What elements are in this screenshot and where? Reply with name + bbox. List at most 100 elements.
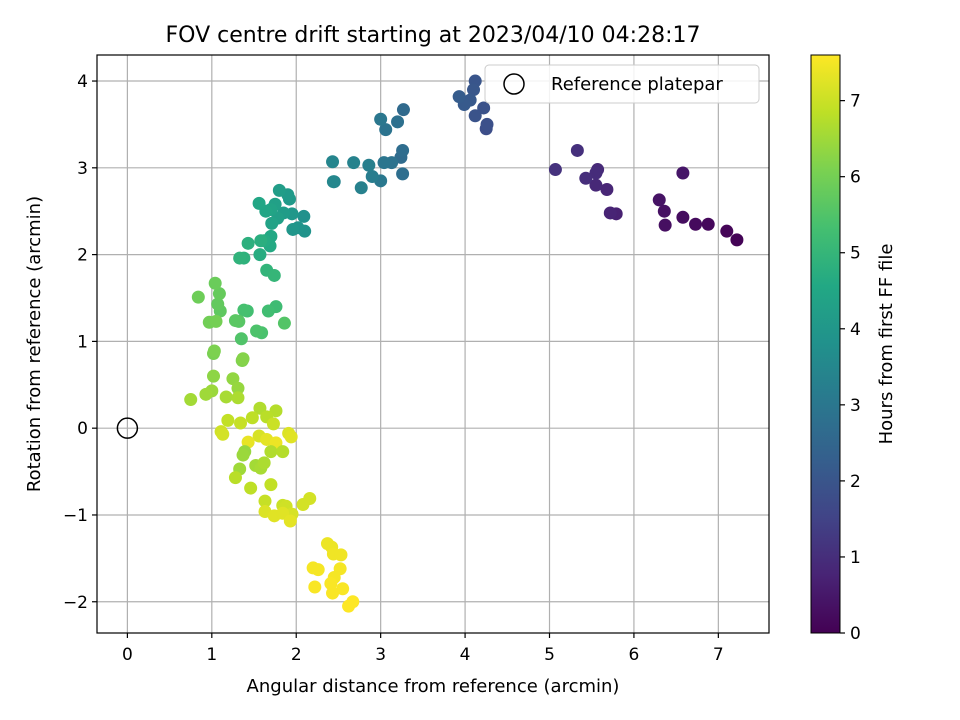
scatter-point	[589, 178, 603, 192]
scatter-point	[297, 209, 311, 223]
scatter-point	[277, 316, 291, 330]
colorbar-tick-label: 1	[850, 548, 861, 568]
scatter-point	[396, 167, 410, 181]
y-axis-ticks: −2 −1 0 1 2 3 4	[63, 72, 97, 613]
scatter-point	[236, 448, 250, 462]
scatter-point	[234, 416, 248, 430]
y-tick-label: −1	[63, 506, 88, 526]
scatter-point	[311, 563, 325, 577]
y-axis-label: Rotation from reference (arcmin)	[24, 196, 45, 492]
scatter-point	[284, 430, 298, 444]
scatter-point	[689, 217, 703, 231]
scatter-point	[477, 101, 491, 115]
scatter-point	[226, 372, 240, 386]
scatter-point	[589, 166, 603, 180]
scatter-point	[603, 206, 617, 220]
scatter-point	[283, 514, 297, 528]
scatter-point	[347, 156, 361, 170]
scatter-point	[241, 236, 255, 250]
scatter-point	[269, 404, 283, 418]
reference-platepar-marker	[116, 417, 139, 439]
scatter-point	[579, 171, 593, 185]
scatter-point	[600, 183, 614, 197]
x-axis-ticks: 0 1 2 3 4 5 6 7	[122, 633, 724, 665]
reference-layer	[116, 417, 139, 439]
scatter-point	[336, 582, 350, 596]
scatter-point	[354, 181, 368, 195]
scatter-point	[191, 290, 205, 304]
scatter-point	[258, 494, 272, 508]
x-tick-label: 1	[206, 645, 217, 665]
scatter-point	[244, 481, 258, 495]
scatter-point	[234, 332, 248, 346]
scatter-point	[265, 216, 279, 230]
y-tick-label: 4	[77, 72, 88, 92]
colorbar-tick-label: 0	[850, 624, 861, 644]
scatter-point	[184, 393, 198, 407]
scatter-point	[261, 304, 275, 318]
scatter-point	[208, 276, 222, 290]
scatter-point	[250, 324, 264, 338]
scatter-point	[326, 586, 340, 600]
scatter-point	[326, 155, 340, 169]
scatter-point	[207, 344, 221, 358]
x-tick-label: 4	[460, 645, 471, 665]
scatter-point	[272, 183, 286, 197]
data-points	[184, 74, 744, 613]
y-tick-label: 3	[77, 159, 88, 179]
scatter-point	[245, 411, 259, 425]
colorbar-tick-label: 2	[850, 472, 861, 492]
scatter-point	[199, 387, 213, 401]
scatter-point	[396, 143, 410, 157]
legend-marker-reference	[503, 73, 525, 95]
y-tick-label: 2	[77, 246, 88, 266]
scatter-point	[377, 156, 391, 170]
scatter-point	[346, 595, 360, 609]
colorbar: 0 1 2 3 4 5 6 7 Hours from first FF file	[810, 54, 897, 644]
scatter-point	[657, 204, 671, 218]
colorbar-tick-label: 6	[850, 168, 861, 188]
scatter-point	[365, 170, 379, 184]
x-tick-label: 7	[713, 645, 724, 665]
colorbar-ticks: 0 1 2 3 4 5 6 7	[840, 92, 861, 644]
scatter-point	[231, 381, 245, 395]
y-tick-label: 1	[77, 332, 88, 352]
colorbar-gradient	[810, 54, 841, 634]
x-tick-label: 0	[122, 645, 133, 665]
scatter-point	[212, 287, 226, 301]
legend: Reference platepar	[484, 64, 760, 104]
scatter-point	[676, 166, 690, 180]
scatter-point	[720, 224, 734, 238]
scatter-point	[267, 268, 281, 282]
scatter-point	[233, 251, 247, 265]
scatter-point	[207, 369, 221, 383]
scatter-point	[326, 175, 340, 189]
scatter-point	[452, 90, 466, 104]
scatter-point	[676, 210, 690, 224]
colorbar-tick-label: 7	[850, 92, 861, 112]
scatter-point	[701, 217, 715, 231]
scatter-point	[219, 390, 233, 404]
x-axis-label: Angular distance from reference (arcmin)	[247, 676, 620, 697]
scatter-point	[286, 222, 300, 236]
scatter-point	[379, 123, 393, 137]
scatter-point	[209, 314, 223, 328]
colorbar-tick-label: 5	[850, 244, 861, 264]
scatter-point	[730, 233, 744, 247]
scatter-point	[276, 445, 290, 459]
y-tick-label: −2	[63, 593, 88, 613]
scatter-point	[221, 413, 235, 427]
scatter-point	[252, 196, 266, 210]
scatter-point	[296, 498, 310, 512]
scatter-point	[216, 427, 230, 441]
scatter-point	[467, 83, 481, 97]
y-tick-label: 0	[77, 419, 88, 439]
colorbar-tick-label: 3	[850, 396, 861, 416]
scatter-point	[548, 163, 562, 177]
scatter-point	[228, 314, 242, 328]
scatter-point	[480, 117, 494, 131]
scatter-point	[254, 234, 268, 248]
scatter-point	[308, 580, 322, 594]
scatter-point	[231, 391, 245, 405]
